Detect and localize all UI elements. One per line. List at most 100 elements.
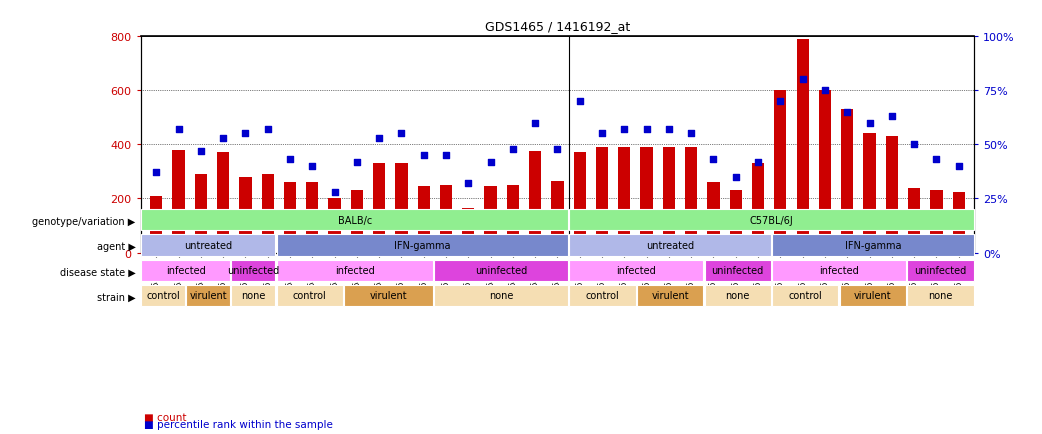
Point [928,157,945,164]
Bar [886,137,898,253]
Bar [187,285,230,306]
Bar [574,153,586,253]
Text: untreated: untreated [184,240,232,250]
Bar [344,285,432,306]
Text: control: control [789,291,822,301]
Bar [435,285,568,306]
Bar [506,185,519,253]
Bar [772,260,905,281]
Point [215,135,231,142]
Bar [262,174,274,253]
Bar [435,260,568,281]
Bar [351,191,363,253]
Bar [774,91,787,253]
Bar [569,260,703,281]
Bar [463,208,474,253]
Bar [752,164,764,253]
Bar [283,183,296,253]
Bar [908,260,973,281]
Text: ■ percentile rank within the sample: ■ percentile rank within the sample [144,420,332,429]
Point [549,146,566,153]
Text: uninfected: uninfected [914,266,967,276]
Bar [569,235,771,256]
Point [238,131,254,138]
Text: control: control [146,291,180,301]
Bar [276,235,568,256]
Bar [637,285,703,306]
Point [817,88,834,95]
Bar [306,183,319,253]
Point [750,159,767,166]
Text: infected: infected [334,266,374,276]
Bar [708,183,720,253]
Text: IFN-gamma: IFN-gamma [394,240,450,250]
Text: uninfected: uninfected [712,266,764,276]
Text: C57BL/6J: C57BL/6J [749,215,793,225]
Bar [704,260,771,281]
Bar [569,285,636,306]
Bar [328,199,341,253]
Text: virulent: virulent [854,291,892,301]
Bar [418,187,430,253]
Point [616,126,632,133]
Point [594,131,611,138]
Bar [142,210,568,231]
Text: disease state ▶: disease state ▶ [59,267,135,276]
Bar [373,164,386,253]
Bar [195,174,207,253]
Bar [641,148,652,253]
Text: virulent: virulent [370,291,407,301]
Bar [908,285,973,306]
Text: virulent: virulent [190,291,227,301]
Text: GDS1465 / 1416192_at: GDS1465 / 1416192_at [485,20,630,33]
Bar [864,134,875,253]
Point [504,146,521,153]
Text: genotype/variation ▶: genotype/variation ▶ [32,217,135,226]
Point [839,109,855,116]
Point [348,159,365,166]
Bar [772,235,973,256]
Bar [142,260,230,281]
Bar [685,148,697,253]
Bar [729,191,742,253]
Text: uninfected: uninfected [475,266,527,276]
Point [861,120,877,127]
Point [527,120,544,127]
Text: control: control [586,291,619,301]
Text: ■ count: ■ count [144,412,187,421]
Bar [841,110,853,253]
Bar [150,196,163,253]
Text: none: none [928,291,952,301]
Bar [596,148,609,253]
Point [438,152,454,159]
Bar [618,148,630,253]
Bar [931,191,943,253]
Bar [231,260,275,281]
Point [393,131,410,138]
Point [482,159,499,166]
Point [772,98,789,105]
Bar [952,192,965,253]
Bar [529,152,541,253]
Text: none: none [489,291,514,301]
Bar [796,39,809,253]
Bar [217,153,229,253]
Text: control: control [293,291,326,301]
Point [326,189,343,196]
Point [727,174,744,181]
Bar [276,260,432,281]
Bar [840,285,905,306]
Point [905,141,922,148]
Point [193,148,209,155]
Point [170,126,187,133]
Bar [172,150,184,253]
Point [148,170,165,177]
Bar [819,91,832,253]
Bar [276,285,343,306]
Bar [485,187,497,253]
Text: none: none [241,291,266,301]
Bar [772,285,839,306]
Point [416,152,432,159]
Point [571,98,588,105]
Bar [395,164,407,253]
